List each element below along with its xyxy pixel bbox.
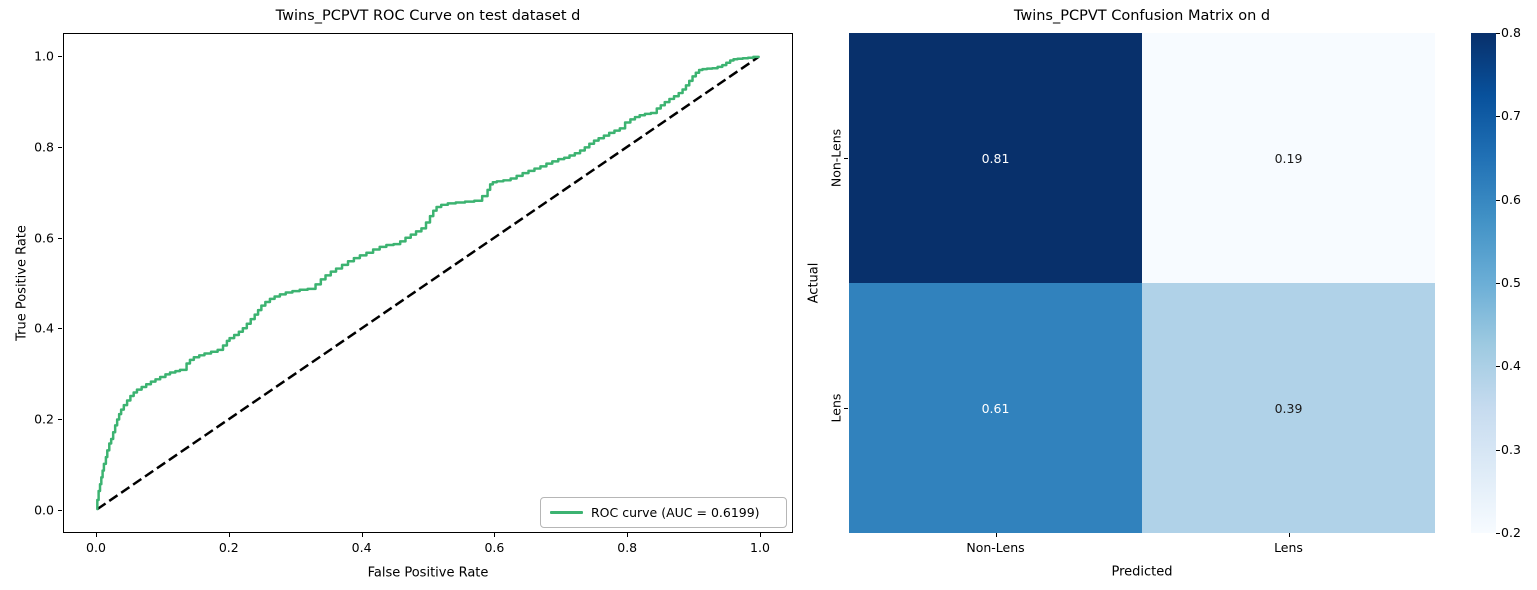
- legend-label: ROC curve (AUC = 0.6199): [591, 505, 760, 520]
- roc-xtick-label: 0.4: [351, 540, 372, 555]
- roc-xtick-label: 0.6: [484, 540, 505, 555]
- cm-xlabel: Predicted: [1111, 564, 1173, 580]
- colorbar-tick-label: 0.7: [1501, 108, 1521, 124]
- cm-xtick-mark: [1288, 533, 1290, 537]
- cm-xtick-label: Lens: [1274, 540, 1303, 555]
- roc-axes: [63, 33, 793, 533]
- cm-ytick-mark: [844, 158, 848, 159]
- roc-diagonal-line: [96, 55, 760, 511]
- cm-cell-non-lens-non-lens: 0.81: [849, 33, 1142, 283]
- roc-xtick-mark: [228, 533, 230, 537]
- colorbar-tick-mark: [1496, 199, 1500, 201]
- roc-ytick-mark: [58, 328, 62, 330]
- roc-title: Twins_PCPVT ROC Curve on test dataset d: [275, 8, 581, 24]
- roc-ytick-mark: [58, 419, 62, 421]
- colorbar-tick-label: 0.6: [1501, 191, 1521, 207]
- roc-ylabel: True Positive Rate: [14, 225, 30, 341]
- roc-xtick-label: 0.2: [218, 540, 239, 555]
- cm-title: Twins_PCPVT Confusion Matrix on d: [1013, 8, 1271, 24]
- colorbar-tick-mark: [1496, 449, 1500, 451]
- cm-cell-lens-lens: 0.39: [1142, 283, 1435, 533]
- colorbar-tick-mark: [1496, 366, 1500, 368]
- colorbar-tick-label: 0.4: [1501, 358, 1521, 374]
- roc-curve-line: [96, 55, 760, 511]
- roc-ytick-label: 0.6: [34, 230, 54, 246]
- roc-plot-area: [96, 55, 760, 511]
- colorbar-tick-mark: [1496, 283, 1500, 284]
- roc-xtick-label: 1.0: [750, 540, 770, 555]
- roc-xtick-mark: [760, 533, 761, 537]
- colorbar-tick-label: 0.8: [1501, 25, 1521, 40]
- roc-xtick-label: 0.8: [617, 540, 638, 555]
- roc-ytick-label: 0.4: [34, 320, 54, 336]
- cm-ylabel: Actual: [806, 262, 822, 304]
- cm-cell-non-lens-lens: 0.19: [1142, 33, 1435, 283]
- cm-xtick-mark: [995, 533, 997, 537]
- colorbar: [1471, 33, 1496, 533]
- roc-ytick-label: 0.8: [34, 139, 54, 155]
- cm-ytick-label: Non-Lens: [828, 128, 844, 188]
- cm-cell-lens-non-lens: 0.61: [849, 283, 1142, 533]
- legend-line-swatch: [550, 511, 583, 514]
- colorbar-tick-mark: [1496, 33, 1500, 34]
- roc-xtick-mark: [361, 533, 363, 537]
- cm-xtick-label: Non-Lens: [966, 540, 1025, 555]
- roc-ytick-mark: [58, 56, 62, 57]
- colorbar-tick-label: 0.2: [1501, 525, 1521, 540]
- roc-xtick-mark: [494, 533, 496, 537]
- colorbar-tick-mark: [1496, 116, 1500, 118]
- roc-xtick-mark: [627, 533, 629, 537]
- roc-ytick-mark: [58, 237, 62, 239]
- cm-heatmap: 0.81 0.19 0.61 0.39: [849, 33, 1435, 533]
- roc-ytick-mark: [58, 510, 62, 511]
- roc-ytick-label: 0.2: [34, 411, 54, 427]
- cm-ytick-label: Lens: [828, 393, 844, 423]
- roc-xtick-mark: [96, 533, 97, 537]
- colorbar-tick-label: 0.3: [1501, 441, 1521, 457]
- roc-ytick-mark: [58, 146, 62, 148]
- colorbar-tick-label: 0.5: [1501, 275, 1521, 290]
- roc-xtick-label: 0.0: [86, 540, 106, 555]
- colorbar-tick-mark: [1496, 533, 1500, 534]
- roc-xlabel: False Positive Rate: [367, 565, 489, 581]
- roc-legend: ROC curve (AUC = 0.6199): [540, 497, 787, 528]
- roc-ytick-label: 1.0: [34, 48, 54, 64]
- cm-ytick-mark: [844, 408, 848, 409]
- roc-ytick-label: 0.0: [34, 502, 54, 518]
